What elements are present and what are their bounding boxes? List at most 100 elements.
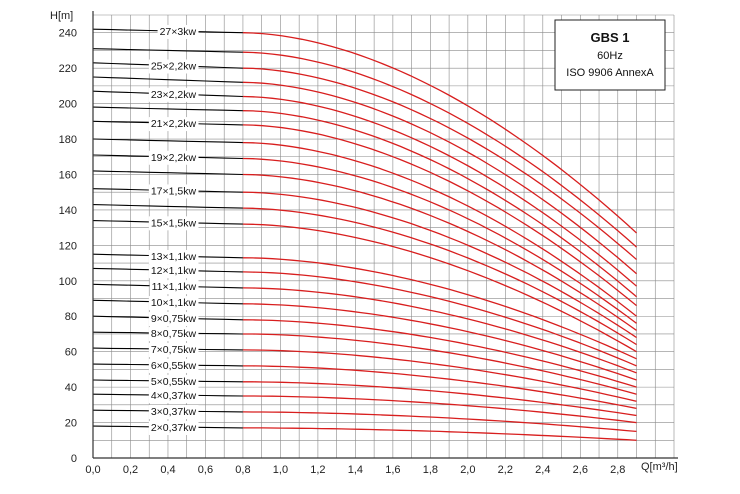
curve-operating-segment	[242, 223, 637, 353]
curve-operating-segment	[242, 271, 637, 367]
y-tick-label: 240	[59, 28, 77, 40]
curve-label: 19×2,2kw	[151, 152, 197, 164]
curve-operating-segment	[242, 411, 637, 433]
x-tick-label: 1,0	[273, 464, 288, 476]
curve-low-flow-segment	[92, 106, 243, 112]
curve-label-background	[148, 327, 199, 342]
curve-label: 4×0,37kw	[151, 390, 197, 402]
curve-label-background	[148, 296, 199, 311]
y-tick-label: 20	[65, 418, 77, 430]
curve-label: 8×0,75kw	[151, 328, 197, 340]
curve-label: 21×2,2kw	[151, 118, 197, 130]
curve-label-background	[148, 358, 199, 373]
curve-label: 7×0,75kw	[151, 344, 197, 356]
y-tick-label: 80	[65, 311, 77, 323]
curve-operating-segment	[242, 124, 637, 307]
curve-label-background	[157, 24, 199, 39]
x-tick-label: 2,0	[460, 464, 475, 476]
y-tick-label: 120	[59, 240, 77, 252]
curve-label: 2×0,37kw	[151, 422, 197, 434]
y-tick-label: 180	[59, 134, 77, 146]
chart-subtitle-frequency: 60Hz	[597, 50, 623, 62]
curve-label-background	[148, 249, 199, 264]
curve-label: 9×0,75kw	[151, 313, 197, 325]
curve-operating-segment	[242, 395, 637, 424]
curve-label: 3×0,37kw	[151, 406, 197, 418]
y-tick-label: 60	[65, 347, 77, 359]
curve-operating-segment	[242, 365, 637, 410]
curve-label: 17×1,5kw	[151, 185, 197, 197]
y-tick-label: 140	[59, 205, 77, 217]
curve-label-background	[148, 420, 199, 435]
x-tick-label: 0,8	[235, 464, 250, 476]
curve-label-background	[148, 374, 199, 389]
curve-label-background	[148, 405, 199, 420]
curve-label: 6×0,55kw	[151, 360, 197, 372]
curve-operating-segment	[242, 110, 637, 298]
curve-operating-segment	[242, 191, 637, 339]
curve-operating-segment	[242, 427, 637, 441]
chart-subtitle-standard: ISO 9906 AnnexA	[566, 67, 654, 79]
curve-operating-segment	[242, 81, 637, 275]
curve-label: 11×1,1kw	[152, 281, 197, 293]
curve-labels: 27×3kw 25×2,2kw 23×2,2kw 21×2,2kw 19×2,2kw 17…	[148, 24, 199, 435]
curve-operating-segment	[242, 287, 637, 374]
curve-low-flow-segment	[92, 76, 243, 83]
curve-operating-segment	[242, 141, 637, 317]
x-tick-label: 1,2	[310, 464, 325, 476]
curve-label-background	[148, 312, 199, 327]
x-tick-label: 0,2	[123, 464, 138, 476]
curve-label: 13×1,1kw	[151, 251, 197, 263]
curve-label: 23×2,2kw	[151, 89, 197, 101]
x-tick-label: 1,8	[423, 464, 438, 476]
legend-frame	[554, 19, 666, 91]
x-axis-title: Q[m³/h]	[641, 461, 678, 473]
curve-operating-segment	[242, 157, 637, 324]
y-tick-label: 160	[59, 169, 77, 181]
x-tick-label: 2,8	[610, 464, 625, 476]
y-tick-label: 40	[65, 382, 77, 394]
curve-operating-segment	[242, 381, 637, 417]
curve-label: 25×2,2kw	[151, 61, 197, 73]
curve-low-flow-segment	[92, 138, 243, 144]
x-tick-label: 0,6	[198, 464, 213, 476]
curve-label-background	[148, 150, 199, 165]
curve-label: 27×3kw	[160, 26, 197, 38]
y-tick-label: 0	[71, 453, 77, 465]
curve-operating-segment	[242, 303, 637, 381]
curve-operating-segment	[242, 319, 637, 388]
curve-label: 12×1,1kw	[151, 265, 197, 277]
y-tick-label: 200	[59, 99, 77, 111]
curve-operating-segment	[242, 32, 637, 234]
axes: 0,0 0,2 0,4 0,6 0,8 1,0 1,2 1,4 1,6 1,8 2,0 2,2 2,4 2…	[59, 11, 678, 476]
curve-operating-segment	[242, 95, 637, 287]
curve-label-background	[148, 117, 199, 132]
x-tick-label: 1,6	[385, 464, 400, 476]
curve-label-background	[148, 389, 199, 404]
curve-label-background	[149, 280, 199, 295]
curve-label-background	[148, 343, 199, 358]
x-tick-label: 2,2	[498, 464, 513, 476]
x-tick-label: 2,6	[573, 464, 588, 476]
legend-box: GBS 1 60Hz ISO 9906 AnnexA	[554, 19, 666, 91]
curve-operating-segment	[242, 67, 637, 260]
curve-operating-segment	[242, 349, 637, 402]
x-tick-label: 0,0	[85, 464, 100, 476]
curve-label-background	[148, 264, 199, 279]
y-tick-label: 220	[59, 63, 77, 75]
curve-operating-segment	[242, 51, 637, 248]
y-axis-title: H[m]	[50, 10, 73, 22]
curve-low-flow-segment	[92, 204, 243, 209]
curve-operating-segment	[242, 207, 637, 346]
curve-label-background	[148, 87, 199, 102]
curve-operating-segment	[242, 333, 637, 395]
curve-label: 10×1,1kw	[151, 297, 197, 309]
curve-label: 15×1,5kw	[151, 217, 197, 229]
curve-label: 5×0,55kw	[151, 376, 197, 388]
curve-label-background	[148, 216, 199, 231]
curve-label-background	[148, 59, 199, 74]
curve-low-flow-segment	[92, 170, 243, 176]
y-tick-label: 100	[59, 276, 77, 288]
curve-label-background	[148, 184, 199, 199]
